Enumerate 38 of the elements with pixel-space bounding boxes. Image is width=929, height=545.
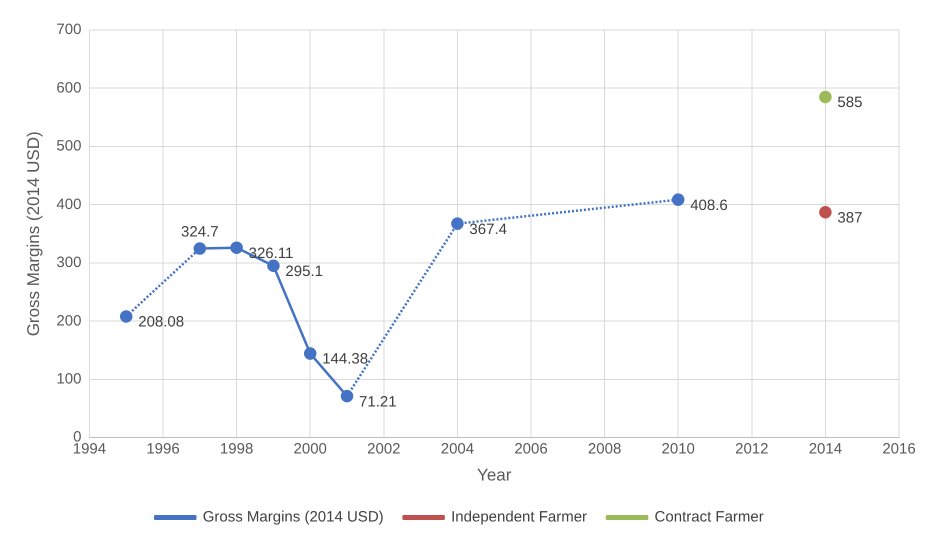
data-label: 408.6: [690, 196, 728, 214]
x-tick-label: 2014: [808, 440, 842, 458]
y-tick-label: 500: [56, 138, 82, 155]
point: [672, 193, 684, 206]
legend-label: Gross Margins (2014 USD): [202, 508, 384, 526]
x-tick-label: 2010: [662, 440, 695, 458]
x-tick-label: 2004: [440, 440, 474, 458]
y-axis-title: Gross Margins (2014 USD): [24, 131, 43, 336]
x-tick-label: 2008: [588, 440, 622, 458]
point: [120, 310, 132, 323]
data-label: 326.11: [248, 244, 294, 262]
y-tick-label: 300: [56, 254, 82, 272]
point: [451, 217, 464, 230]
y-tick-label: 100: [56, 370, 82, 388]
point: [819, 206, 832, 219]
y-tick-label: 600: [56, 79, 82, 96]
x-axis-title: Year: [477, 465, 512, 484]
x-tick-label: 2002: [367, 440, 401, 458]
data-label: 367.4: [469, 220, 507, 238]
y-tick-label: 200: [56, 312, 82, 330]
x-tick-label: 2012: [735, 440, 768, 458]
data-label: 71.21: [359, 393, 397, 410]
x-tick-label: 2016: [882, 440, 916, 458]
data-label: 387: [837, 209, 862, 226]
x-tick-label: 1996: [146, 440, 180, 458]
data-label: 324.7: [181, 224, 219, 241]
y-tick-label: 700: [56, 21, 82, 38]
data-label: 208.08: [138, 314, 184, 331]
legend-label: Independent Farmer: [451, 508, 588, 526]
y-tick-label: 400: [56, 196, 82, 213]
data-label: 585: [837, 94, 862, 112]
point: [819, 90, 832, 104]
x-tick-label: 2000: [294, 440, 327, 458]
data-label: 144.38: [322, 350, 368, 368]
legend-label: Contract Farmer: [654, 508, 764, 526]
data-label: 295.1: [285, 262, 323, 280]
x-tick-label: 1998: [220, 440, 254, 458]
x-tick-label: 2006: [514, 440, 548, 458]
